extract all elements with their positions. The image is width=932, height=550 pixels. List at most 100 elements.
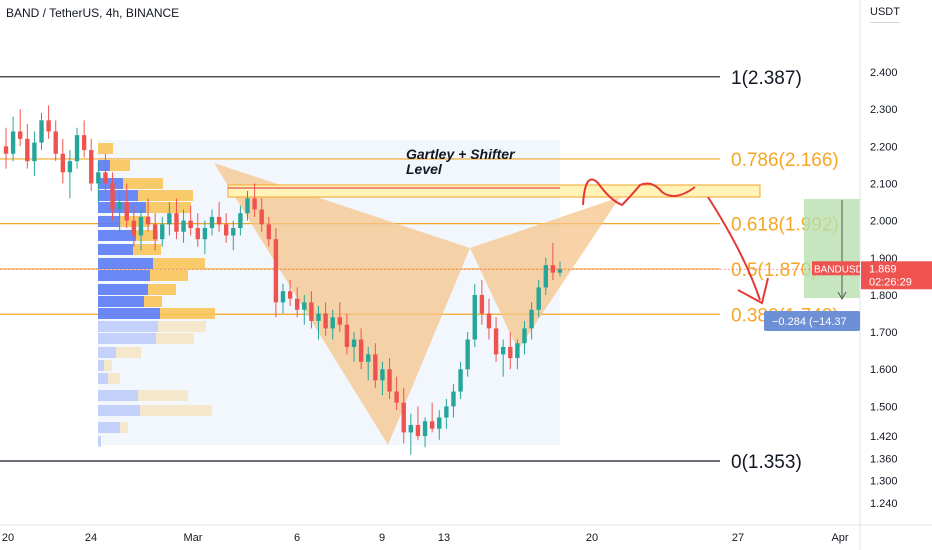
candle-body: [117, 202, 122, 210]
currency-underline: [870, 22, 900, 23]
projection-arrow: [707, 196, 761, 301]
vp-bar-sell: [104, 360, 112, 371]
candle-body: [145, 216, 151, 225]
x-tick-label: Apr: [831, 532, 848, 544]
candle-body: [3, 146, 9, 154]
vp-bar-buy: [98, 160, 110, 171]
measure-box: [804, 199, 860, 298]
vp-bar-buy: [98, 422, 120, 433]
candle-body: [25, 138, 30, 162]
measure-tag-label: −0.284 (−14.37: [772, 316, 847, 328]
vp-bar-sell: [153, 258, 205, 269]
candle-body: [181, 220, 186, 232]
y-tick-label: 1.360: [870, 453, 898, 465]
candle-body: [188, 220, 193, 229]
candle-body: [160, 224, 165, 240]
vp-bar-buy: [98, 296, 144, 307]
y-tick-label: 2.300: [870, 104, 898, 116]
candle-body: [486, 313, 492, 329]
vp-bar-sell: [140, 405, 212, 416]
vp-bar-sell: [108, 373, 120, 384]
vp-bar-sell: [123, 178, 163, 189]
candle-body: [124, 202, 129, 221]
vp-bar-buy: [98, 347, 116, 358]
vp-bar-buy: [98, 284, 148, 295]
candle-body: [479, 294, 485, 314]
projection-squiggle: [582, 178, 696, 207]
candle-body: [202, 228, 208, 240]
candle-body: [110, 183, 115, 210]
candle-body: [216, 216, 222, 225]
x-tick-label: Mar: [184, 532, 203, 544]
candle-body: [522, 328, 527, 344]
vp-bar-sell: [120, 422, 128, 433]
candle-body: [394, 391, 399, 403]
candle-body: [46, 120, 51, 132]
candle-body: [408, 424, 414, 433]
candle-body: [74, 135, 80, 162]
y-tick-label: 2.200: [870, 141, 898, 153]
price-tag-value: 1.869: [869, 263, 897, 275]
candle-body: [351, 339, 357, 347]
y-tick-label: 1.600: [870, 364, 898, 376]
candle-body: [422, 421, 428, 437]
candle-body: [401, 402, 406, 433]
measure-arrow: [837, 291, 847, 301]
candle-body: [295, 298, 300, 310]
candle-body: [39, 120, 44, 143]
candle-body: [223, 224, 229, 236]
vp-bar-buy: [98, 360, 104, 371]
candle-body: [96, 172, 101, 184]
candle-body: [67, 161, 73, 173]
candle-body: [252, 198, 257, 210]
vp-bar-sell: [110, 160, 130, 171]
vp-bar-sell: [146, 202, 191, 213]
y-tick-label: 1.500: [870, 401, 898, 413]
candle-body: [10, 131, 16, 154]
vp-bar-buy: [98, 244, 133, 255]
annotation-text: Level: [406, 161, 443, 177]
x-axis: 20 24 Mar 6 9 13 20 27 Apr: [0, 524, 932, 544]
x-tick-label: 24: [85, 532, 97, 544]
candle-body: [138, 216, 144, 236]
candle-body: [238, 213, 243, 229]
candle-body: [500, 346, 506, 355]
candle-body: [152, 224, 158, 240]
vp-bar-buy: [98, 216, 120, 227]
currency-label: USDT: [870, 6, 900, 18]
y-tick-label: 1.300: [870, 476, 898, 488]
pattern-xab: [214, 163, 470, 445]
measure-tag: [764, 311, 860, 331]
annotation-text: Gartley + Shifter: [406, 146, 516, 162]
candle-body: [508, 346, 513, 359]
vp-bar-sell: [138, 190, 193, 201]
x-tick-label: 13: [438, 532, 450, 544]
fib-label: 0.5(1.870): [731, 260, 818, 281]
vp-bar-buy: [98, 202, 146, 213]
price-tag-countdown: 02:26:29: [869, 276, 912, 288]
vp-bar-sell: [150, 270, 188, 281]
vp-bar-sell: [158, 321, 206, 332]
y-tick-label: 2.400: [870, 67, 898, 79]
symbol-tag: [812, 261, 860, 276]
y-tick-label: 1.800: [870, 290, 898, 302]
fib-label: 0.786(2.166): [731, 150, 839, 171]
vp-bar-buy: [98, 436, 101, 447]
vp-bar-sell: [136, 230, 158, 241]
x-tick-label: 27: [732, 532, 744, 544]
candle-body: [465, 339, 470, 370]
x-tick-label: 20: [586, 532, 598, 544]
candle-body: [32, 142, 37, 162]
vp-bar-sell: [116, 347, 141, 358]
x-tick-label: 6: [294, 532, 300, 544]
candle-body: [89, 150, 94, 184]
price-tag: [861, 261, 932, 290]
candle-body: [174, 213, 179, 232]
candle-body: [273, 239, 279, 303]
candle-body: [323, 313, 328, 329]
y-axis: 2.4002.3002.2002.1002.0001.9001.8001.700…: [870, 67, 898, 510]
vp-bar-buy: [98, 321, 158, 332]
candle-body: [515, 343, 520, 359]
candle-body: [536, 287, 541, 310]
